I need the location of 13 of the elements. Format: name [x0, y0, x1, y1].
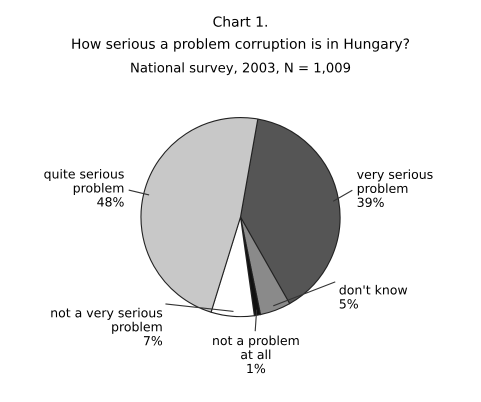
slice-label: not a problem at all — [213, 336, 299, 360]
data-label: 1% — [247, 364, 266, 374]
slice-label: don't know — [340, 284, 408, 295]
chart-title: Chart 1. — [213, 16, 267, 27]
slice-label: quite serious problem — [44, 168, 124, 196]
slice-label: not a very serious problem — [51, 308, 162, 334]
chart-subtitle: How serious a problem corruption is in Hungary? — [72, 38, 410, 52]
data-label: 48% — [97, 197, 124, 207]
data-label: 39% — [358, 198, 384, 208]
data-label: 7% — [144, 336, 162, 346]
slice-label: very serious problem — [357, 169, 433, 196]
text: National survey, 2003, N = 1,009 — [131, 62, 350, 76]
data-label: 5% — [340, 299, 358, 309]
